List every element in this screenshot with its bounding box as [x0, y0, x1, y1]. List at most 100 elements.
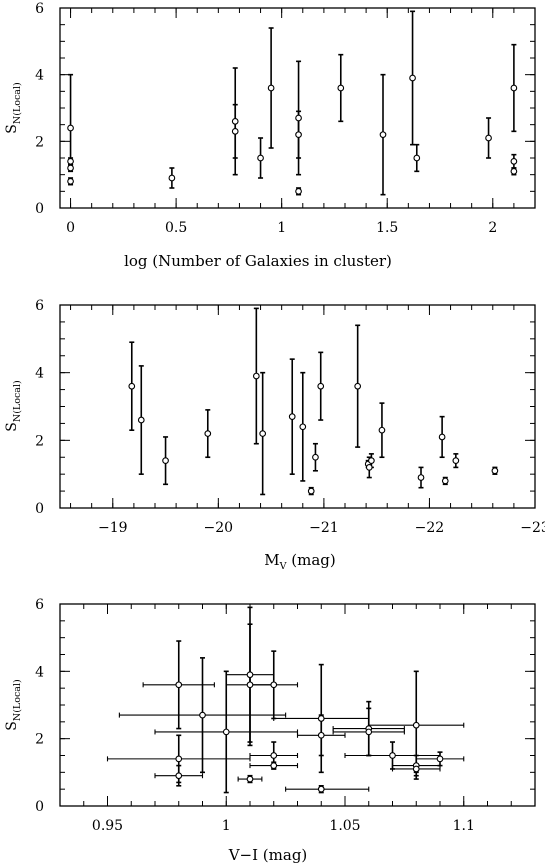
- x-tick-label: 1: [277, 220, 286, 236]
- panel-1-scatter-vs-log-galaxies: 0 0.5 1 1.5 2 0 2 4 6 log (Number of Galaxies i…: [4, 1, 536, 270]
- data-point: [365, 728, 373, 736]
- data-point: [436, 755, 444, 763]
- y-tick-label: 0: [35, 201, 44, 217]
- data-point: [162, 457, 169, 464]
- data-point: [288, 413, 296, 421]
- data-point: [409, 74, 416, 82]
- x-tick-label: −22: [415, 520, 445, 536]
- data-point: [295, 187, 302, 195]
- x-tick-label: 1: [222, 818, 231, 834]
- x-axis-label-main: M: [264, 551, 279, 569]
- data-points: [67, 74, 518, 195]
- data-point: [368, 457, 375, 464]
- x-axis-label: V−I (mag): [228, 846, 308, 864]
- data-point: [128, 382, 136, 390]
- x-tick-label: −19: [98, 520, 128, 536]
- data-point: [259, 430, 267, 437]
- data-point: [317, 715, 325, 722]
- data-point: [137, 416, 145, 424]
- x-tick-labels: 0 0.5 1 1.5 2: [66, 220, 497, 236]
- data-points: [175, 671, 444, 793]
- data-point: [438, 433, 446, 441]
- plot-frame: [59, 603, 536, 807]
- y-tick-label: 6: [35, 597, 44, 613]
- data-point: [491, 467, 499, 475]
- x-tick-label: 0: [66, 220, 75, 236]
- data-point: [317, 382, 325, 390]
- x-axis-label: log (Number of Galaxies in cluster): [124, 252, 392, 270]
- data-point: [510, 157, 518, 165]
- data-point: [199, 711, 206, 719]
- data-point: [412, 721, 420, 729]
- data-point: [175, 755, 183, 763]
- error-bars: [106, 606, 465, 794]
- panel-3-scatter-vs-color: 0.95 1 1.05 1.1 0 2 4 6 V−I (mag) SN(Local): [4, 597, 536, 864]
- y-axis-label-sub: N(Local): [12, 679, 23, 721]
- data-point: [204, 430, 212, 437]
- y-tick-label: 6: [35, 298, 44, 314]
- data-point: [295, 114, 302, 122]
- x-tick-label: 2: [488, 220, 497, 236]
- data-point: [222, 728, 230, 736]
- data-point: [485, 134, 492, 142]
- y-tick-label: 4: [35, 664, 44, 680]
- data-point: [317, 731, 325, 739]
- data-point: [270, 752, 278, 759]
- y-axis-label-main: S: [4, 721, 20, 731]
- y-tick-label: 0: [35, 799, 44, 815]
- data-point: [270, 762, 278, 769]
- y-axis-label: SN(Local): [4, 380, 23, 431]
- data-point: [257, 154, 264, 162]
- data-points: [128, 372, 499, 495]
- data-point: [307, 487, 315, 495]
- y-tick-label: 2: [35, 433, 44, 449]
- y-tick-label: 2: [35, 732, 44, 748]
- data-point: [413, 154, 421, 162]
- data-point: [270, 681, 278, 689]
- y-axis-label: SN(Local): [4, 82, 23, 133]
- data-point: [246, 775, 254, 783]
- data-point: [378, 426, 386, 434]
- x-tick-label: 1.5: [376, 220, 398, 236]
- data-point: [365, 464, 373, 471]
- data-point: [299, 423, 307, 431]
- data-point: [317, 785, 325, 793]
- data-point: [389, 752, 396, 759]
- data-point: [354, 382, 362, 390]
- x-axis-label-sub: V: [279, 561, 287, 572]
- axis-ticks: [59, 603, 536, 807]
- data-point: [441, 477, 449, 485]
- y-axis-label-main: S: [4, 422, 20, 432]
- y-tick-label: 0: [35, 501, 44, 517]
- x-axis-label: MV (mag): [264, 551, 335, 572]
- axis-ticks: [60, 304, 536, 509]
- data-point: [67, 157, 74, 165]
- y-tick-label: 4: [35, 366, 44, 382]
- data-point: [252, 372, 260, 380]
- y-axis-label: SN(Local): [4, 679, 23, 730]
- x-tick-label: −23: [520, 520, 545, 536]
- y-tick-labels: 0 2 4 6: [35, 597, 44, 815]
- data-point: [175, 681, 183, 689]
- y-tick-labels: 0 2 4 6: [35, 1, 44, 217]
- data-point: [67, 124, 74, 132]
- data-point: [510, 84, 518, 92]
- axis-ticks: [60, 7, 536, 209]
- x-tick-label: 0.5: [165, 220, 187, 236]
- y-tick-label: 6: [35, 1, 44, 17]
- y-tick-label: 2: [35, 134, 44, 150]
- y-axis-label-main: S: [4, 124, 20, 134]
- y-axis-label-sub: N(Local): [12, 82, 23, 124]
- x-tick-labels: −19 −20 −21 −22 −23: [98, 520, 545, 536]
- y-tick-labels: 0 2 4 6: [35, 298, 44, 517]
- x-tick-label: −21: [309, 520, 339, 536]
- data-point: [510, 167, 518, 175]
- x-tick-label: 0.95: [92, 818, 123, 834]
- data-point: [379, 131, 387, 139]
- data-point: [412, 765, 420, 773]
- panel-2-scatter-vs-mv: −19 −20 −21 −22 −23 0 2 4 6 MV (mag) SN(Local): [4, 298, 545, 572]
- data-point: [231, 127, 239, 135]
- data-point: [246, 671, 254, 679]
- x-tick-label: 1.1: [453, 818, 475, 834]
- error-bars: [129, 307, 498, 496]
